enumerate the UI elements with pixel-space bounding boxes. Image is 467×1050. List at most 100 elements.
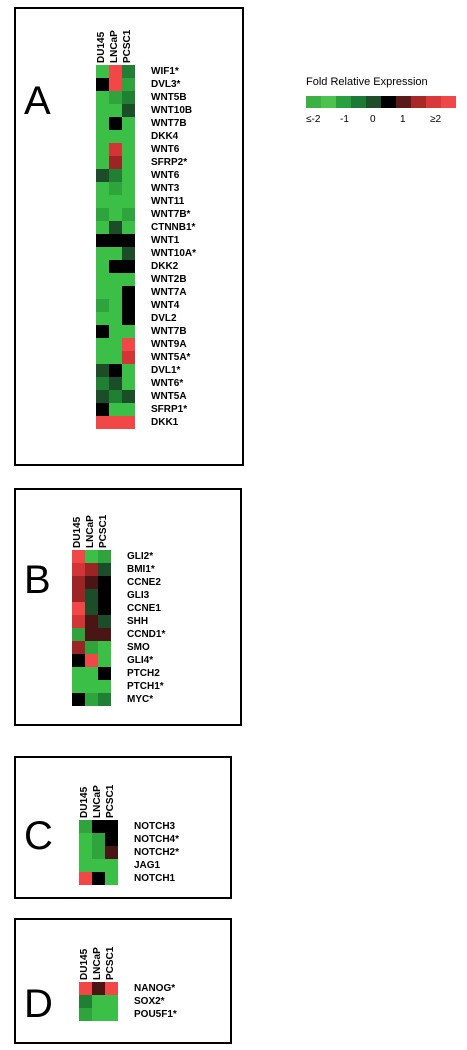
heatmap-cell bbox=[109, 299, 122, 312]
heatmap-cell bbox=[72, 693, 85, 706]
heatmap-cell bbox=[85, 576, 98, 589]
heatmap-cell bbox=[92, 982, 105, 995]
column-label: LNCaP bbox=[109, 30, 120, 63]
heatmap-cell bbox=[72, 654, 85, 667]
row-label: WNT10B bbox=[151, 105, 193, 116]
legend-tick-label: 1 bbox=[400, 114, 406, 125]
heatmap-cell bbox=[96, 260, 109, 273]
heatmap-cell bbox=[122, 325, 135, 338]
heatmap-cell bbox=[109, 390, 122, 403]
heatmap-cell bbox=[98, 693, 111, 706]
heatmap-cell bbox=[109, 286, 122, 299]
heatmap-cell bbox=[109, 364, 122, 377]
heatmap-cell bbox=[96, 273, 109, 286]
row-label: PTCH2 bbox=[127, 668, 160, 679]
row-label: NOTCH1 bbox=[134, 873, 176, 884]
heatmap-cell bbox=[109, 182, 122, 195]
legend-swatch bbox=[396, 96, 411, 108]
heatmap-cell bbox=[109, 156, 122, 169]
heatmap-cell bbox=[85, 641, 98, 654]
heatmap-cell bbox=[122, 130, 135, 143]
heatmap-cell bbox=[122, 182, 135, 195]
row-label: DKK4 bbox=[151, 131, 179, 142]
column-label: DU145 bbox=[96, 31, 107, 63]
heatmap-cell bbox=[109, 403, 122, 416]
heatmap-cell bbox=[96, 325, 109, 338]
column-label: LNCaP bbox=[92, 785, 103, 818]
heatmap-cell bbox=[122, 78, 135, 91]
heatmap-cell bbox=[122, 195, 135, 208]
row-label: WNT7B* bbox=[151, 209, 191, 220]
row-label: WNT1 bbox=[151, 235, 180, 246]
heatmap-cell bbox=[98, 589, 111, 602]
heatmap-cell bbox=[96, 416, 109, 429]
heatmap-cell bbox=[96, 156, 109, 169]
heatmap-cell bbox=[122, 273, 135, 286]
heatmap-cell bbox=[92, 820, 105, 833]
heatmap-cell bbox=[96, 338, 109, 351]
row-label: DVL3* bbox=[151, 79, 181, 90]
heatmap-cell bbox=[96, 286, 109, 299]
heatmap-cell bbox=[85, 654, 98, 667]
row-label: WNT6 bbox=[151, 144, 180, 155]
heatmap-cell bbox=[85, 615, 98, 628]
heatmap-cell bbox=[85, 563, 98, 576]
heatmap-cell bbox=[109, 91, 122, 104]
heatmap-cell bbox=[109, 104, 122, 117]
column-label: LNCaP bbox=[92, 947, 103, 980]
heatmap-cell bbox=[92, 833, 105, 846]
heatmap-cell bbox=[105, 846, 118, 859]
heatmap-cell bbox=[85, 602, 98, 615]
heatmap-cell bbox=[96, 91, 109, 104]
row-label: WNT4 bbox=[151, 300, 180, 311]
heatmap-cell bbox=[85, 589, 98, 602]
heatmap-cell bbox=[96, 169, 109, 182]
row-label: WIF1* bbox=[151, 66, 179, 77]
heatmap-cell bbox=[109, 208, 122, 221]
heatmap-cell bbox=[109, 377, 122, 390]
heatmap-cell bbox=[122, 299, 135, 312]
heatmap-cell bbox=[79, 982, 92, 995]
heatmap-cell bbox=[109, 130, 122, 143]
legend-swatch bbox=[381, 96, 396, 108]
column-label: PCSC1 bbox=[98, 514, 109, 548]
heatmap-cell bbox=[122, 312, 135, 325]
row-label: NANOG* bbox=[134, 983, 176, 994]
heatmap-cell bbox=[122, 234, 135, 247]
heatmap-cell bbox=[122, 390, 135, 403]
heatmap-cell bbox=[72, 680, 85, 693]
heatmap-cell bbox=[109, 234, 122, 247]
row-label: DKK1 bbox=[151, 417, 179, 428]
heatmap-cell bbox=[72, 602, 85, 615]
row-label: SOX2* bbox=[134, 996, 165, 1007]
heatmap-cell bbox=[122, 364, 135, 377]
legend-swatch bbox=[306, 96, 321, 108]
row-label: GLI4* bbox=[127, 655, 154, 666]
heatmap-cell bbox=[96, 364, 109, 377]
heatmap-cell bbox=[98, 680, 111, 693]
heatmap-cell bbox=[96, 182, 109, 195]
heatmap-cell bbox=[96, 117, 109, 130]
heatmap-cell bbox=[72, 563, 85, 576]
heatmap-cell bbox=[105, 833, 118, 846]
heatmap-cell bbox=[79, 872, 92, 885]
legend-swatch bbox=[366, 96, 381, 108]
heatmap-cell bbox=[105, 1008, 118, 1021]
heatmap-cell bbox=[98, 563, 111, 576]
heatmap-cell bbox=[96, 299, 109, 312]
heatmap-cell bbox=[72, 550, 85, 563]
legend-swatch bbox=[411, 96, 426, 108]
row-label: WNT5A* bbox=[151, 352, 191, 363]
row-label: SHH bbox=[127, 616, 149, 627]
heatmap-cell bbox=[122, 169, 135, 182]
row-label: WNT6* bbox=[151, 378, 184, 389]
column-label: PCSC1 bbox=[105, 946, 116, 980]
heatmap-cell bbox=[79, 859, 92, 872]
heatmap-cell bbox=[109, 65, 122, 78]
heatmap-cell bbox=[98, 602, 111, 615]
heatmap-cell bbox=[109, 351, 122, 364]
row-label: CCNE2 bbox=[127, 577, 161, 588]
heatmap-cell bbox=[122, 377, 135, 390]
heatmap-cell bbox=[96, 234, 109, 247]
heatmap-cell bbox=[122, 221, 135, 234]
